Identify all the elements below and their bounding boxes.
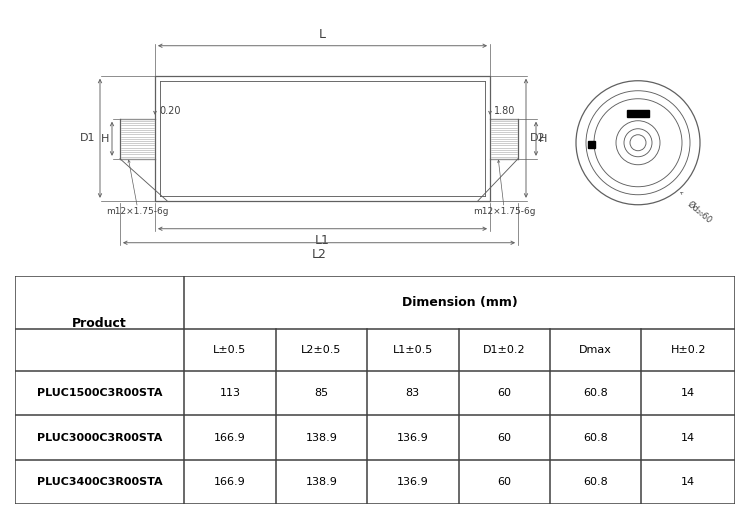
Bar	[627, 110, 649, 117]
Text: L±0.5: L±0.5	[213, 345, 247, 355]
Text: m12×1.75-6g: m12×1.75-6g	[106, 207, 169, 216]
Text: 138.9: 138.9	[305, 477, 338, 487]
Text: 136.9: 136.9	[397, 477, 429, 487]
Text: 85: 85	[314, 388, 328, 398]
Text: 14: 14	[681, 477, 695, 487]
Text: 60.8: 60.8	[584, 388, 608, 398]
Text: m12×1.75-6g: m12×1.75-6g	[472, 207, 536, 216]
Text: D1: D1	[80, 133, 95, 143]
Text: H: H	[539, 134, 548, 144]
Text: 166.9: 166.9	[214, 433, 246, 443]
Text: L1±0.5: L1±0.5	[393, 345, 433, 355]
Text: 0.20: 0.20	[159, 106, 181, 116]
Text: 14: 14	[681, 388, 695, 398]
Text: 138.9: 138.9	[305, 433, 338, 443]
Text: L: L	[319, 28, 326, 41]
Text: Dimension (mm): Dimension (mm)	[402, 296, 518, 309]
Text: 83: 83	[406, 388, 420, 398]
Text: Product: Product	[72, 317, 127, 330]
Text: PLUC3400C3R00STA: PLUC3400C3R00STA	[37, 477, 163, 487]
Text: Ød₂₀60: Ød₂₀60	[686, 200, 714, 225]
Text: H±0.2: H±0.2	[670, 345, 706, 355]
Text: 60.8: 60.8	[584, 433, 608, 443]
Text: L2±0.5: L2±0.5	[302, 345, 341, 355]
Text: 166.9: 166.9	[214, 477, 246, 487]
Bar	[587, 141, 595, 148]
Text: 14: 14	[681, 433, 695, 443]
Text: H: H	[100, 134, 109, 144]
Text: PLUC1500C3R00STA: PLUC1500C3R00STA	[37, 388, 162, 398]
Text: Dmax: Dmax	[579, 345, 612, 355]
Text: 60.8: 60.8	[584, 477, 608, 487]
Text: 60: 60	[497, 433, 512, 443]
Text: 1.80: 1.80	[494, 106, 515, 116]
Text: 60: 60	[497, 477, 512, 487]
Text: L2: L2	[311, 248, 326, 261]
Text: 60: 60	[497, 388, 512, 398]
Text: D2: D2	[530, 133, 545, 143]
Text: 136.9: 136.9	[397, 433, 429, 443]
Text: L1: L1	[315, 234, 330, 247]
Text: D1±0.2: D1±0.2	[483, 345, 526, 355]
Text: 113: 113	[220, 388, 241, 398]
Text: PLUC3000C3R00STA: PLUC3000C3R00STA	[37, 433, 162, 443]
